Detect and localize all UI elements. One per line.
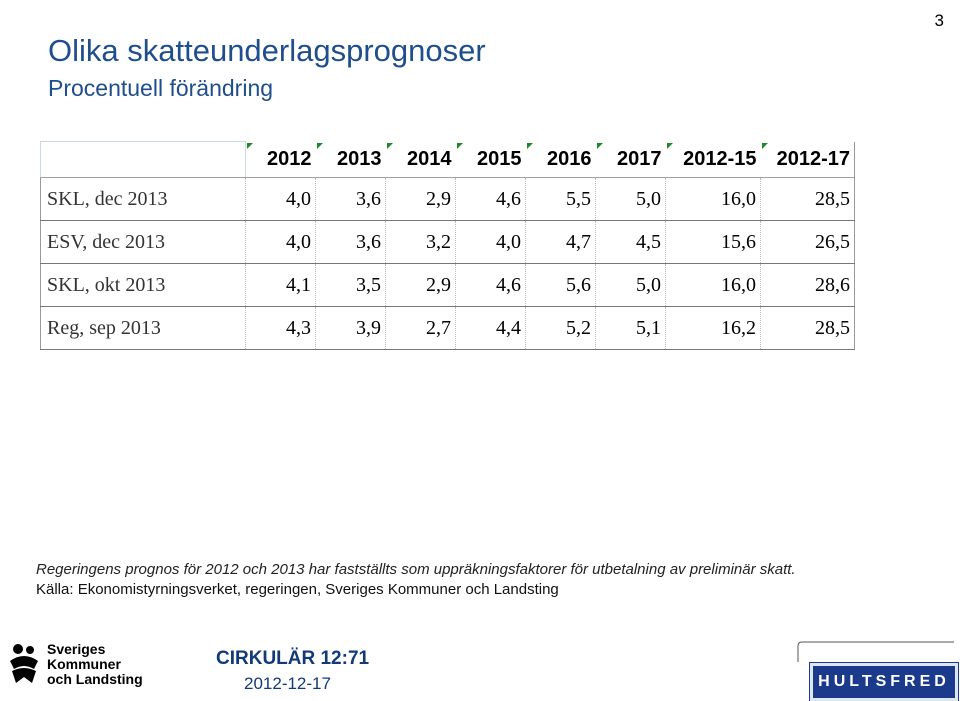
table-cell: 3,6 <box>315 177 386 221</box>
skl-logo: Sveriges Kommuner och Landsting <box>6 641 143 687</box>
table-cell: 4,5 <box>595 220 666 264</box>
table-cell: 4,4 <box>455 306 526 350</box>
column-header: 2016 <box>526 142 596 178</box>
table-cell: 26,5 <box>760 220 855 264</box>
row-label: SKL, dec 2013 <box>40 177 246 221</box>
skl-emblem-icon <box>10 644 38 683</box>
skl-logo-line: och Landsting <box>47 670 143 687</box>
table-cell: 4,1 <box>245 263 316 307</box>
page-subtitle: Procentuell förändring <box>48 75 274 101</box>
table-row: SKL, okt 2013 4,1 3,5 2,9 4,6 5,6 5,0 16… <box>40 263 855 307</box>
table-cell: 28,6 <box>760 263 855 307</box>
table-cell: 4,0 <box>245 220 316 264</box>
table-cell: 15,6 <box>665 220 761 264</box>
table-corner-cell <box>40 141 246 178</box>
column-header: 2017 <box>596 142 666 178</box>
table-row: SKL, dec 2013 4,0 3,6 2,9 4,6 5,5 5,0 16… <box>40 177 855 221</box>
table-row: ESV, dec 2013 4,0 3,6 3,2 4,0 4,7 4,5 15… <box>40 220 855 264</box>
table-cell: 16,0 <box>665 177 761 221</box>
table-cell: 4,7 <box>525 220 596 264</box>
column-header: 2013 <box>316 142 386 178</box>
column-header: 2012-17 <box>760 141 855 178</box>
table-cell: 4,6 <box>455 177 526 221</box>
table-cell: 5,2 <box>525 306 596 350</box>
table-cell: 4,0 <box>245 177 316 221</box>
row-label: Reg, sep 2013 <box>40 306 246 350</box>
column-header: 2012-15 <box>666 142 761 178</box>
source-note: Källa: Ekonomistyrningsverket, regeringe… <box>36 581 559 598</box>
skl-logo-line: Kommuner <box>47 655 121 672</box>
footnote: Regeringens prognos för 2012 och 2013 ha… <box>36 561 796 578</box>
row-label: SKL, okt 2013 <box>40 263 246 307</box>
table-cell: 4,0 <box>455 220 526 264</box>
table-cell: 16,0 <box>665 263 761 307</box>
column-header: 2012 <box>246 142 316 178</box>
table-cell: 16,2 <box>665 306 761 350</box>
table-cell: 3,5 <box>315 263 386 307</box>
table-cell: 2,9 <box>385 263 456 307</box>
table-cell: 5,6 <box>525 263 596 307</box>
footer-corner-decoration <box>797 641 954 662</box>
circular-date: 2012-12-17 <box>244 674 331 693</box>
row-label: ESV, dec 2013 <box>40 220 246 264</box>
table-cell: 3,9 <box>315 306 386 350</box>
table-cell: 5,1 <box>595 306 666 350</box>
page-title: Olika skatteunderlagsprognoser <box>48 33 486 68</box>
table-cell: 5,0 <box>595 177 666 221</box>
table-cell: 5,5 <box>525 177 596 221</box>
table-cell: 28,5 <box>760 306 855 350</box>
forecast-table: 2012 2013 2014 2015 2016 2017 2012-15 20… <box>40 141 855 350</box>
column-header: 2014 <box>386 142 456 178</box>
table-cell: 2,7 <box>385 306 456 350</box>
page-number: 3 <box>934 11 944 30</box>
hultsfred-logo-text: HULTSFRED <box>818 673 950 690</box>
table-cell: 3,6 <box>315 220 386 264</box>
column-header: 2015 <box>456 142 526 178</box>
table-cell: 28,5 <box>760 177 855 221</box>
table-cell: 3,2 <box>385 220 456 264</box>
table-cell: 5,0 <box>595 263 666 307</box>
table-cell: 2,9 <box>385 177 456 221</box>
table-row: Reg, sep 2013 4,3 3,9 2,7 4,4 5,2 5,1 16… <box>40 306 855 350</box>
skl-logo-line: Sveriges <box>47 640 106 657</box>
circular-number: CIRKULÄR 12:71 <box>216 648 370 669</box>
hultsfred-logo: HULTSFRED <box>810 663 958 701</box>
table-header-row: 2012 2013 2014 2015 2016 2017 2012-15 20… <box>40 141 855 178</box>
table-cell: 4,6 <box>455 263 526 307</box>
table-cell: 4,3 <box>245 306 316 350</box>
